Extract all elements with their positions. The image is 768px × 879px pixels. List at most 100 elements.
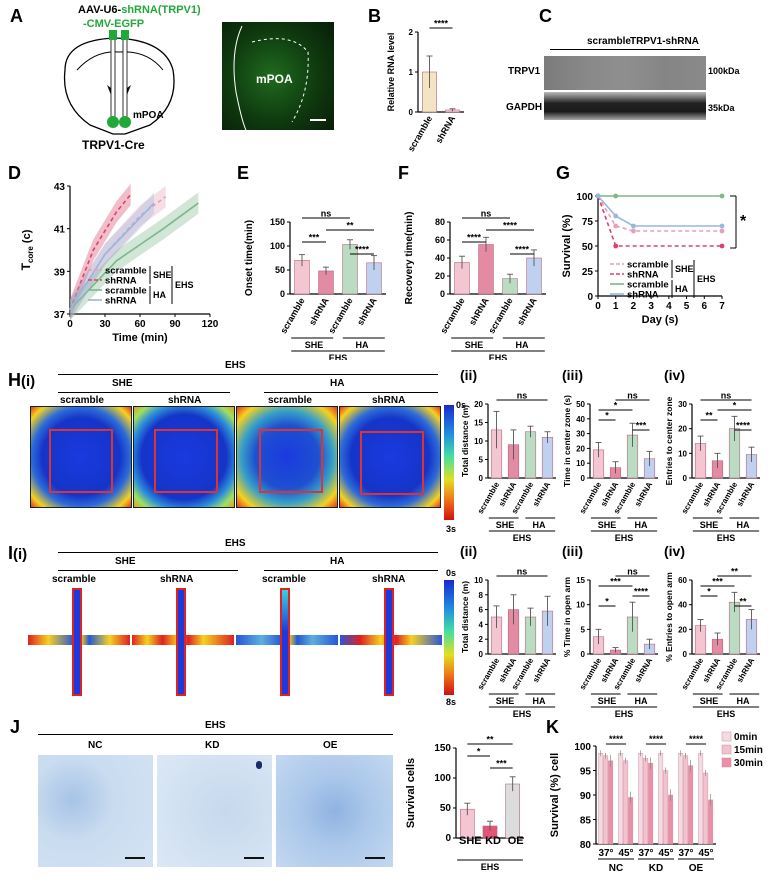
- construct-shrna: shRNA(TRPV1): [121, 4, 201, 16]
- y-axis-label-sub: core: [26, 246, 35, 263]
- y-tick-label: 95: [580, 767, 592, 778]
- y-tick-label: 10: [678, 449, 687, 458]
- legend-label: shRNA: [627, 270, 659, 281]
- y-axis-label: Time in center zone (s): [562, 395, 572, 487]
- category-label: scramble: [680, 656, 706, 691]
- temp-label: 45°: [618, 848, 633, 859]
- y-tick-label: 0: [683, 474, 688, 483]
- legend-swatch: [721, 744, 732, 755]
- bar: [524, 431, 537, 479]
- y-tick-label: 40: [435, 253, 445, 263]
- group-label-ha: HA: [533, 696, 546, 706]
- heatmap-she-shrna: [133, 406, 235, 508]
- blot-group-line: [550, 49, 700, 50]
- y-tick-label: 0: [479, 650, 484, 659]
- group-label-ha: HA: [356, 340, 369, 350]
- legend-group-ha: HA: [675, 284, 688, 294]
- y-axis-label: Recovery time(min): [404, 212, 415, 305]
- panel-j-letter: J: [10, 717, 21, 737]
- group-label-she: SHE: [700, 520, 719, 530]
- heatmap-ha-scramble: [236, 406, 338, 508]
- subpanel-label: (ii): [460, 543, 477, 559]
- panel-i-letter: I(i): [8, 543, 27, 564]
- y-tick-label: 0: [445, 833, 451, 844]
- sig-label: *: [605, 411, 609, 421]
- y-tick-label: 0: [581, 474, 586, 483]
- heatmap-she-scramble: [30, 406, 132, 508]
- category-label: scramble: [278, 296, 306, 335]
- legend-group-ha: HA: [153, 290, 166, 300]
- bar: [478, 244, 494, 295]
- y-axis-label: % Time in open arm: [562, 576, 572, 657]
- legend-swatch: [721, 757, 732, 768]
- y-tick-label: 0: [581, 650, 586, 659]
- footer-label: EHS: [329, 353, 348, 360]
- cell-image-kd: [157, 755, 272, 867]
- group-label-she: SHE: [305, 340, 324, 350]
- legend-group-she: SHE: [153, 270, 172, 280]
- group-label-she: SHE: [496, 696, 515, 706]
- j-group-oe: OE: [323, 740, 338, 751]
- y-axis-label: Total distance (m): [460, 405, 470, 477]
- sig-label: ****: [434, 19, 449, 29]
- y-tick-label: 10: [474, 437, 483, 446]
- x-tick-label: 1: [613, 301, 619, 312]
- y-axis-label-unit: (c): [21, 229, 33, 246]
- cell-image-oe: [276, 755, 393, 867]
- blot-trpv1-band: [544, 56, 706, 90]
- legend-label: 0min: [734, 732, 757, 743]
- sig-label: ****: [503, 221, 518, 231]
- y-tick-label: 100: [434, 773, 451, 784]
- y-axis-label: Survival cells: [405, 758, 417, 828]
- sig-label: ****: [649, 734, 664, 744]
- category-label: shRNA: [515, 296, 539, 327]
- sig-label: ***: [309, 233, 320, 243]
- y-tick-label: 75: [582, 217, 594, 228]
- group-label-she: SHE: [598, 520, 617, 530]
- i-group-4: shRNA: [372, 574, 406, 585]
- panel-g-letter: G: [556, 163, 571, 183]
- group-label-she: SHE: [496, 520, 515, 530]
- h-ehs-line: [58, 374, 438, 375]
- y-tick-label: 1: [409, 68, 414, 77]
- h-colorbar-bottom: 3s: [446, 524, 457, 534]
- group-label: NC: [609, 863, 623, 874]
- j-group-kd: KD: [205, 740, 220, 751]
- y-tick-label: 40: [678, 601, 687, 610]
- x-tick-label: 5: [684, 301, 690, 312]
- construct-label: AAV-U6-shRNA(TRPV1): [78, 4, 201, 16]
- y-tick-label: 10: [474, 576, 483, 585]
- group-label-she: SHE: [465, 340, 484, 350]
- h-she-line: [58, 392, 230, 393]
- x-tick-label: 2: [631, 301, 637, 312]
- panel-c-letter: C: [539, 6, 552, 26]
- series-band: [70, 183, 131, 321]
- panel-h-letter: H(i): [8, 370, 35, 391]
- heatmap-ha-shrna: [339, 406, 441, 508]
- temp-label: 37°: [638, 848, 653, 859]
- series-point: [613, 243, 619, 249]
- y-tick-label: 25: [582, 267, 594, 278]
- legend-label: scramble: [627, 280, 669, 291]
- series-line: [597, 195, 722, 232]
- category-label: scramble: [438, 296, 466, 335]
- sig-label: **: [346, 221, 354, 231]
- legend-swatch: [721, 731, 732, 742]
- footer-label: EHS: [717, 533, 736, 543]
- i-colorbar: [444, 580, 454, 695]
- chart-h-iii-time-center: 0 10 20 30 40 50 Time in center zone (s) scramb…: [562, 367, 658, 543]
- bar: [505, 783, 520, 839]
- bar: [598, 753, 604, 845]
- legend-label: scramble: [627, 260, 669, 271]
- legend-group-she: SHE: [675, 264, 694, 274]
- x-tick-label: 30: [99, 319, 111, 330]
- legend-label: 30min: [734, 758, 763, 769]
- h-ha-line: [264, 392, 438, 393]
- bar: [668, 794, 674, 845]
- blot-group-scramble: scramble: [587, 36, 631, 47]
- series-point: [595, 193, 601, 199]
- i-colorbar-bottom: 8s: [446, 697, 457, 707]
- category-label: scramble: [406, 114, 434, 153]
